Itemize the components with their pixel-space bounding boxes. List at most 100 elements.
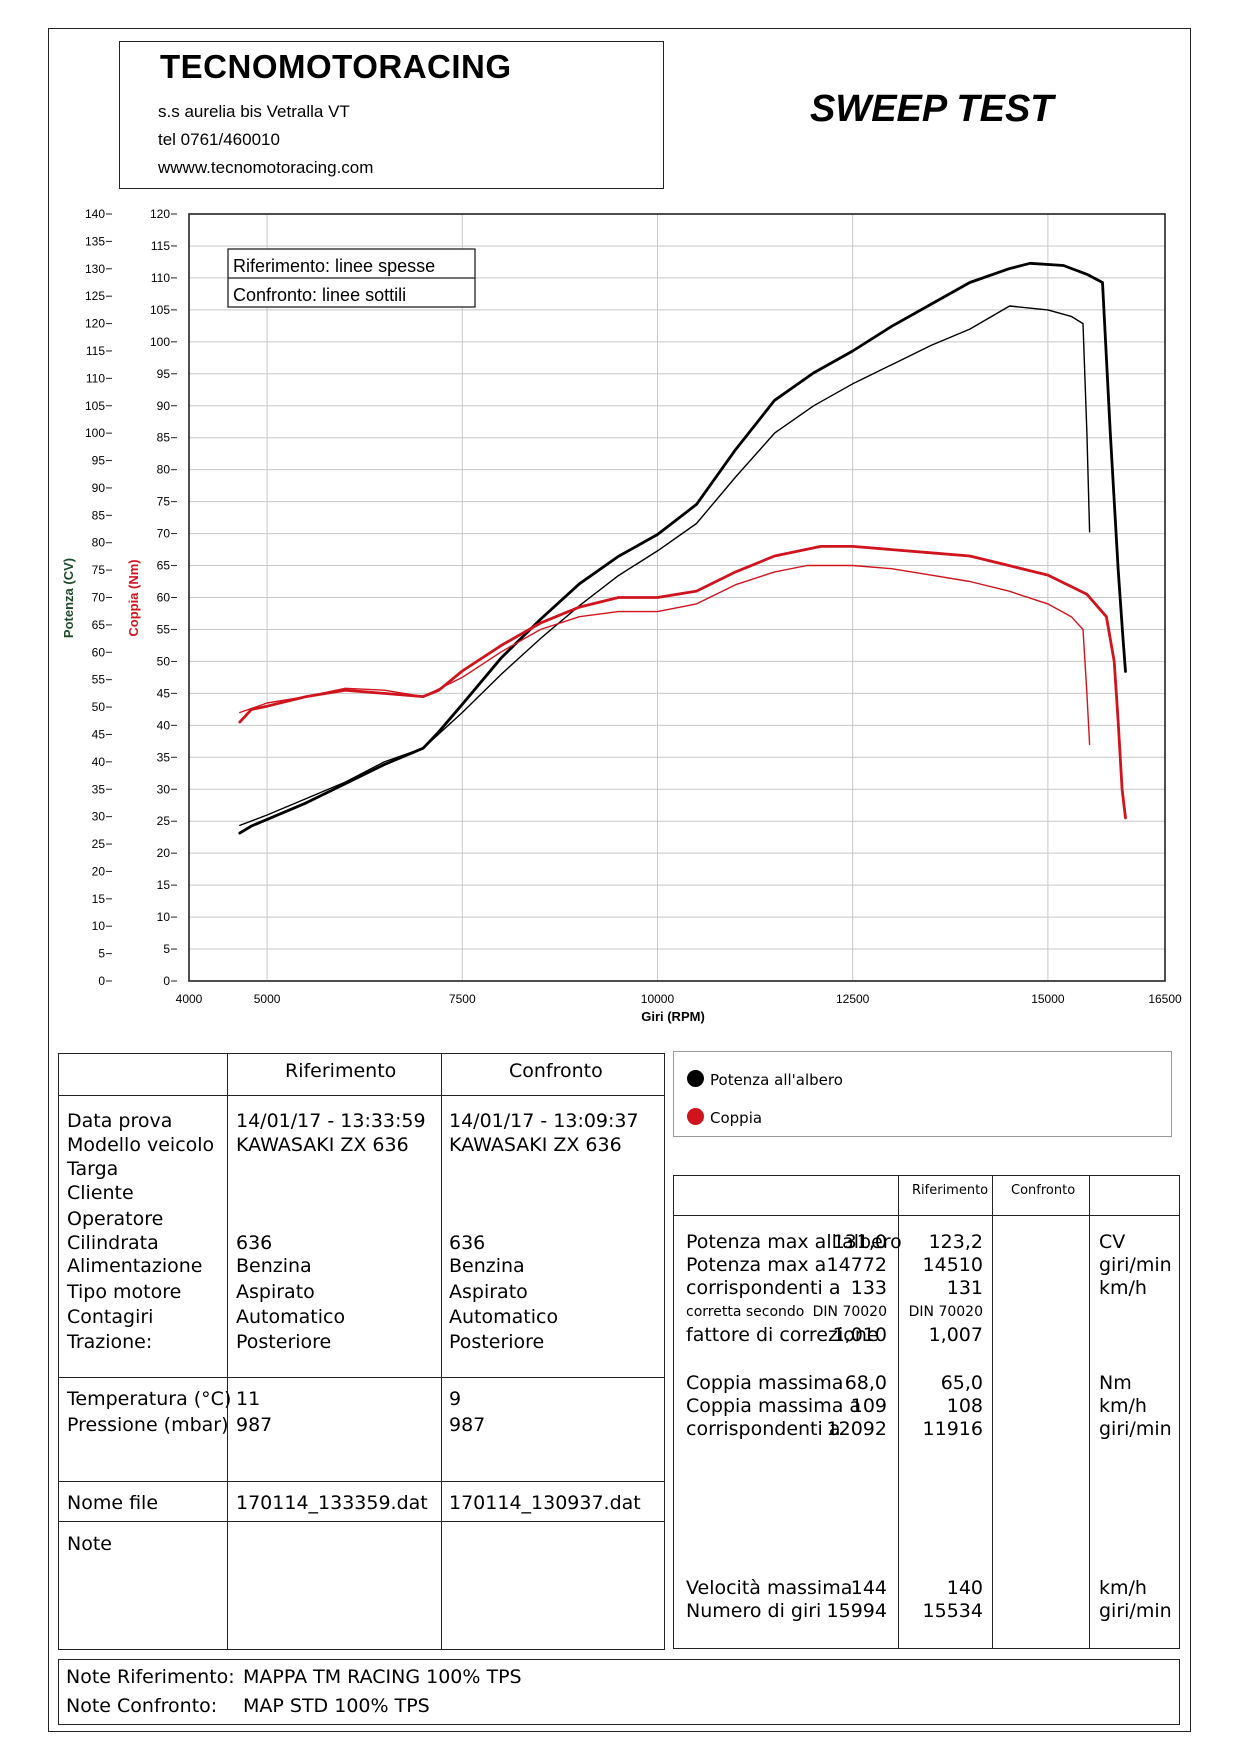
- company-box: TECNOMOTORACING s.s aurelia bis Vetralla…: [119, 41, 664, 189]
- label-numero-giri: Numero di giri: [686, 1600, 822, 1622]
- x-tick-label: 10000: [641, 992, 675, 1006]
- torque-ref-line: [238, 545, 1127, 820]
- results-header-confronto: Confronto: [1011, 1183, 1076, 1198]
- label-temperatura: Temperatura (°C): [67, 1388, 232, 1410]
- torque-tick-label: 15: [157, 878, 171, 892]
- conf-contagiri: Automatico: [449, 1306, 559, 1328]
- power-axis-label: Potenza (CV): [61, 558, 76, 638]
- power-tick-label: 140: [85, 207, 105, 221]
- torque-tick-label: 110: [151, 271, 170, 285]
- torque-legend-label: Coppia: [710, 1109, 763, 1127]
- power-tick-label: 135: [85, 234, 105, 248]
- ref-velocita: 144: [850, 1577, 887, 1599]
- unit-potenza-max-a: giri/min: [1099, 1254, 1172, 1276]
- ref-tipo-motore: Aspirato: [236, 1281, 315, 1303]
- torque-tick-label: 35: [157, 750, 171, 764]
- label-trazione: Trazione:: [67, 1331, 153, 1353]
- torque-tick-label: 0: [163, 974, 170, 988]
- torque-tick-label: 45: [157, 686, 171, 700]
- unit-corrispondenti-a: km/h: [1099, 1277, 1147, 1299]
- x-tick-label: 5000: [254, 992, 281, 1006]
- torque-tick-label: 80: [157, 463, 171, 477]
- power-tick-label: 20: [92, 864, 106, 878]
- conf-tipo-motore: Aspirato: [449, 1281, 528, 1303]
- label-potenza-max: Potenza max all'albero: [686, 1231, 902, 1253]
- x-tick-label: 7500: [449, 992, 476, 1006]
- info-table: Riferimento Confronto Data prova Modello…: [58, 1053, 665, 1650]
- conf-potenza-max-a: 14510: [922, 1254, 983, 1276]
- test-title: SWEEP TEST: [810, 88, 1054, 130]
- unit-velocita: km/h: [1099, 1577, 1147, 1599]
- legend-conf-text: Confronto: linee sottili: [233, 285, 406, 305]
- power-tick-label: 80: [92, 536, 106, 550]
- legend-ref-text: Riferimento: linee spesse: [233, 256, 435, 276]
- power-tick-label: 65: [92, 618, 106, 632]
- label-nome-file: Nome file: [67, 1492, 159, 1514]
- results-table: Riferimento Confronto Potenza max all'al…: [673, 1175, 1180, 1649]
- label-corrispondenti-a: corrispondenti a: [686, 1277, 841, 1299]
- chart-grid: [188, 213, 1166, 982]
- label-coppia-max: Coppia massima: [686, 1372, 844, 1394]
- company-address: s.s aurelia bis Vetralla VT: [158, 102, 350, 121]
- unit-potenza-max: CV: [1099, 1231, 1126, 1253]
- conf-velocita: 140: [946, 1577, 983, 1599]
- power-tick-label: 105: [85, 399, 105, 413]
- unit-coppia-max: Nm: [1099, 1372, 1132, 1394]
- label-data-prova: Data prova: [67, 1110, 173, 1132]
- torque-tick-label: 105: [150, 303, 170, 317]
- torque-tick-label: 65: [157, 559, 171, 573]
- conf-corrispondenti-a: 131: [946, 1277, 983, 1299]
- conf-pressione: 987: [449, 1414, 486, 1436]
- power-tick-label: 110: [86, 371, 105, 385]
- label-contagiri: Contagiri: [67, 1306, 154, 1328]
- results-header-riferimento: Riferimento: [912, 1183, 989, 1198]
- power-tick-label: 60: [92, 645, 106, 659]
- label-coppia-corr: corrispondenti a: [686, 1418, 841, 1440]
- torque-legend-marker: [687, 1108, 704, 1125]
- note-conf-label: Note Confronto:: [66, 1695, 218, 1717]
- torque-tick-label: 95: [157, 367, 171, 381]
- power-tick-label: 130: [85, 262, 105, 276]
- ref-coppia-max: 68,0: [844, 1372, 887, 1394]
- table-header-line: [59, 1095, 664, 1096]
- conf-trazione: Posteriore: [449, 1331, 545, 1353]
- conf-fattore: 1,007: [928, 1324, 983, 1346]
- label-cilindrata: Cilindrata: [67, 1232, 159, 1254]
- torque-tick-label: 90: [157, 399, 171, 413]
- power-tick-label: 40: [92, 755, 106, 769]
- ref-modello: KAWASAKI ZX 636: [236, 1134, 409, 1156]
- conf-data-prova: 14/01/17 - 13:09:37: [449, 1110, 639, 1132]
- torque-tick-label: 55: [157, 622, 171, 636]
- ref-coppia-corr: 12092: [826, 1418, 887, 1440]
- label-pressione: Pressione (mbar): [67, 1414, 229, 1436]
- ref-pressione: 987: [236, 1414, 273, 1436]
- x-axis-label: Giri (RPM): [641, 1009, 705, 1024]
- conf-temperatura: 9: [449, 1388, 462, 1410]
- conf-nome-file: 170114_130937.dat: [449, 1492, 641, 1514]
- power-tick-label: 5: [98, 947, 105, 961]
- label-corretta: corretta secondo: [686, 1304, 805, 1320]
- power-tick-label: 50: [92, 700, 106, 714]
- power-tick-label: 90: [92, 481, 106, 495]
- conf-coppia-max: 65,0: [940, 1372, 983, 1394]
- torque-tick-label: 5: [163, 942, 170, 956]
- ref-cilindrata: 636: [236, 1232, 273, 1254]
- company-phone: tel 0761/460010: [158, 130, 280, 149]
- conf-alimentazione: Benzina: [449, 1255, 525, 1277]
- ref-temperatura: 11: [236, 1388, 261, 1410]
- power-conf-line: [239, 305, 1091, 827]
- conf-coppia-max-a: 108: [946, 1395, 983, 1417]
- ref-corrispondenti-a: 133: [850, 1277, 887, 1299]
- label-targa: Targa: [67, 1158, 119, 1180]
- notes-box: Note Riferimento: MAPPA TM RACING 100% T…: [58, 1659, 1180, 1725]
- power-tick-label: 125: [85, 289, 105, 303]
- power-ref-line: [238, 261, 1127, 835]
- col-header-confronto: Confronto: [509, 1060, 603, 1082]
- ref-potenza-max-a: 14772: [826, 1254, 887, 1276]
- conf-cilindrata: 636: [449, 1232, 486, 1254]
- company-name: TECNOMOTORACING: [160, 48, 512, 85]
- ref-nome-file: 170114_133359.dat: [236, 1492, 428, 1514]
- torque-tick-label: 20: [157, 846, 171, 860]
- page-frame: [48, 28, 1191, 1732]
- company-web: wwww.tecnomotoracing.com: [158, 158, 374, 177]
